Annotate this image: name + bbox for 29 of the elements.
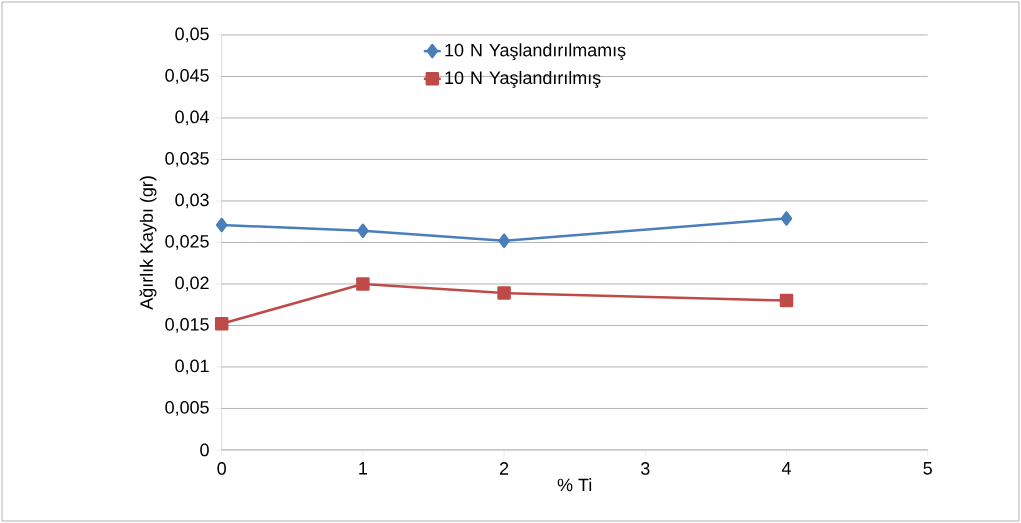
point [357,223,369,239]
y-tick-label: 0,035 [165,152,209,167]
y-tick-label: 0,01 [175,359,209,375]
point [780,211,793,226]
y-tick-label: 0,05 [175,27,209,43]
point [779,293,794,308]
y-axis-title: Ağırlık Kaybı (gr) [139,176,157,310]
point [214,317,229,331]
x-tick-label: 2 [500,462,509,475]
x-tick-label: 1 [359,462,367,475]
y-tick-label: 0,025 [165,235,209,250]
point [356,277,370,291]
point [497,286,511,300]
legend-label: 10 N Yaşlandırılmamış [445,43,626,61]
y-tick-label: 0,04 [175,110,209,126]
y-tick-label: 0,02 [175,276,209,292]
legend-label: 10 N Yaşlandırılmış [445,70,601,88]
point [215,217,228,233]
x-tick-label: 5 [923,462,932,475]
y-tick-label: 0 [200,443,209,457]
y-tick-label: 0,045 [165,69,209,84]
x-tick-label: 3 [640,462,650,475]
y-tick-label: 0,03 [175,193,209,209]
y-tick-label: 0,015 [165,318,209,333]
x-tick-label: 0 [217,462,226,475]
y-tick-label: 0,005 [165,401,209,416]
x-tick-label: 4 [781,462,791,475]
x-axis-title: % Ti [557,478,592,492]
point [498,233,510,249]
